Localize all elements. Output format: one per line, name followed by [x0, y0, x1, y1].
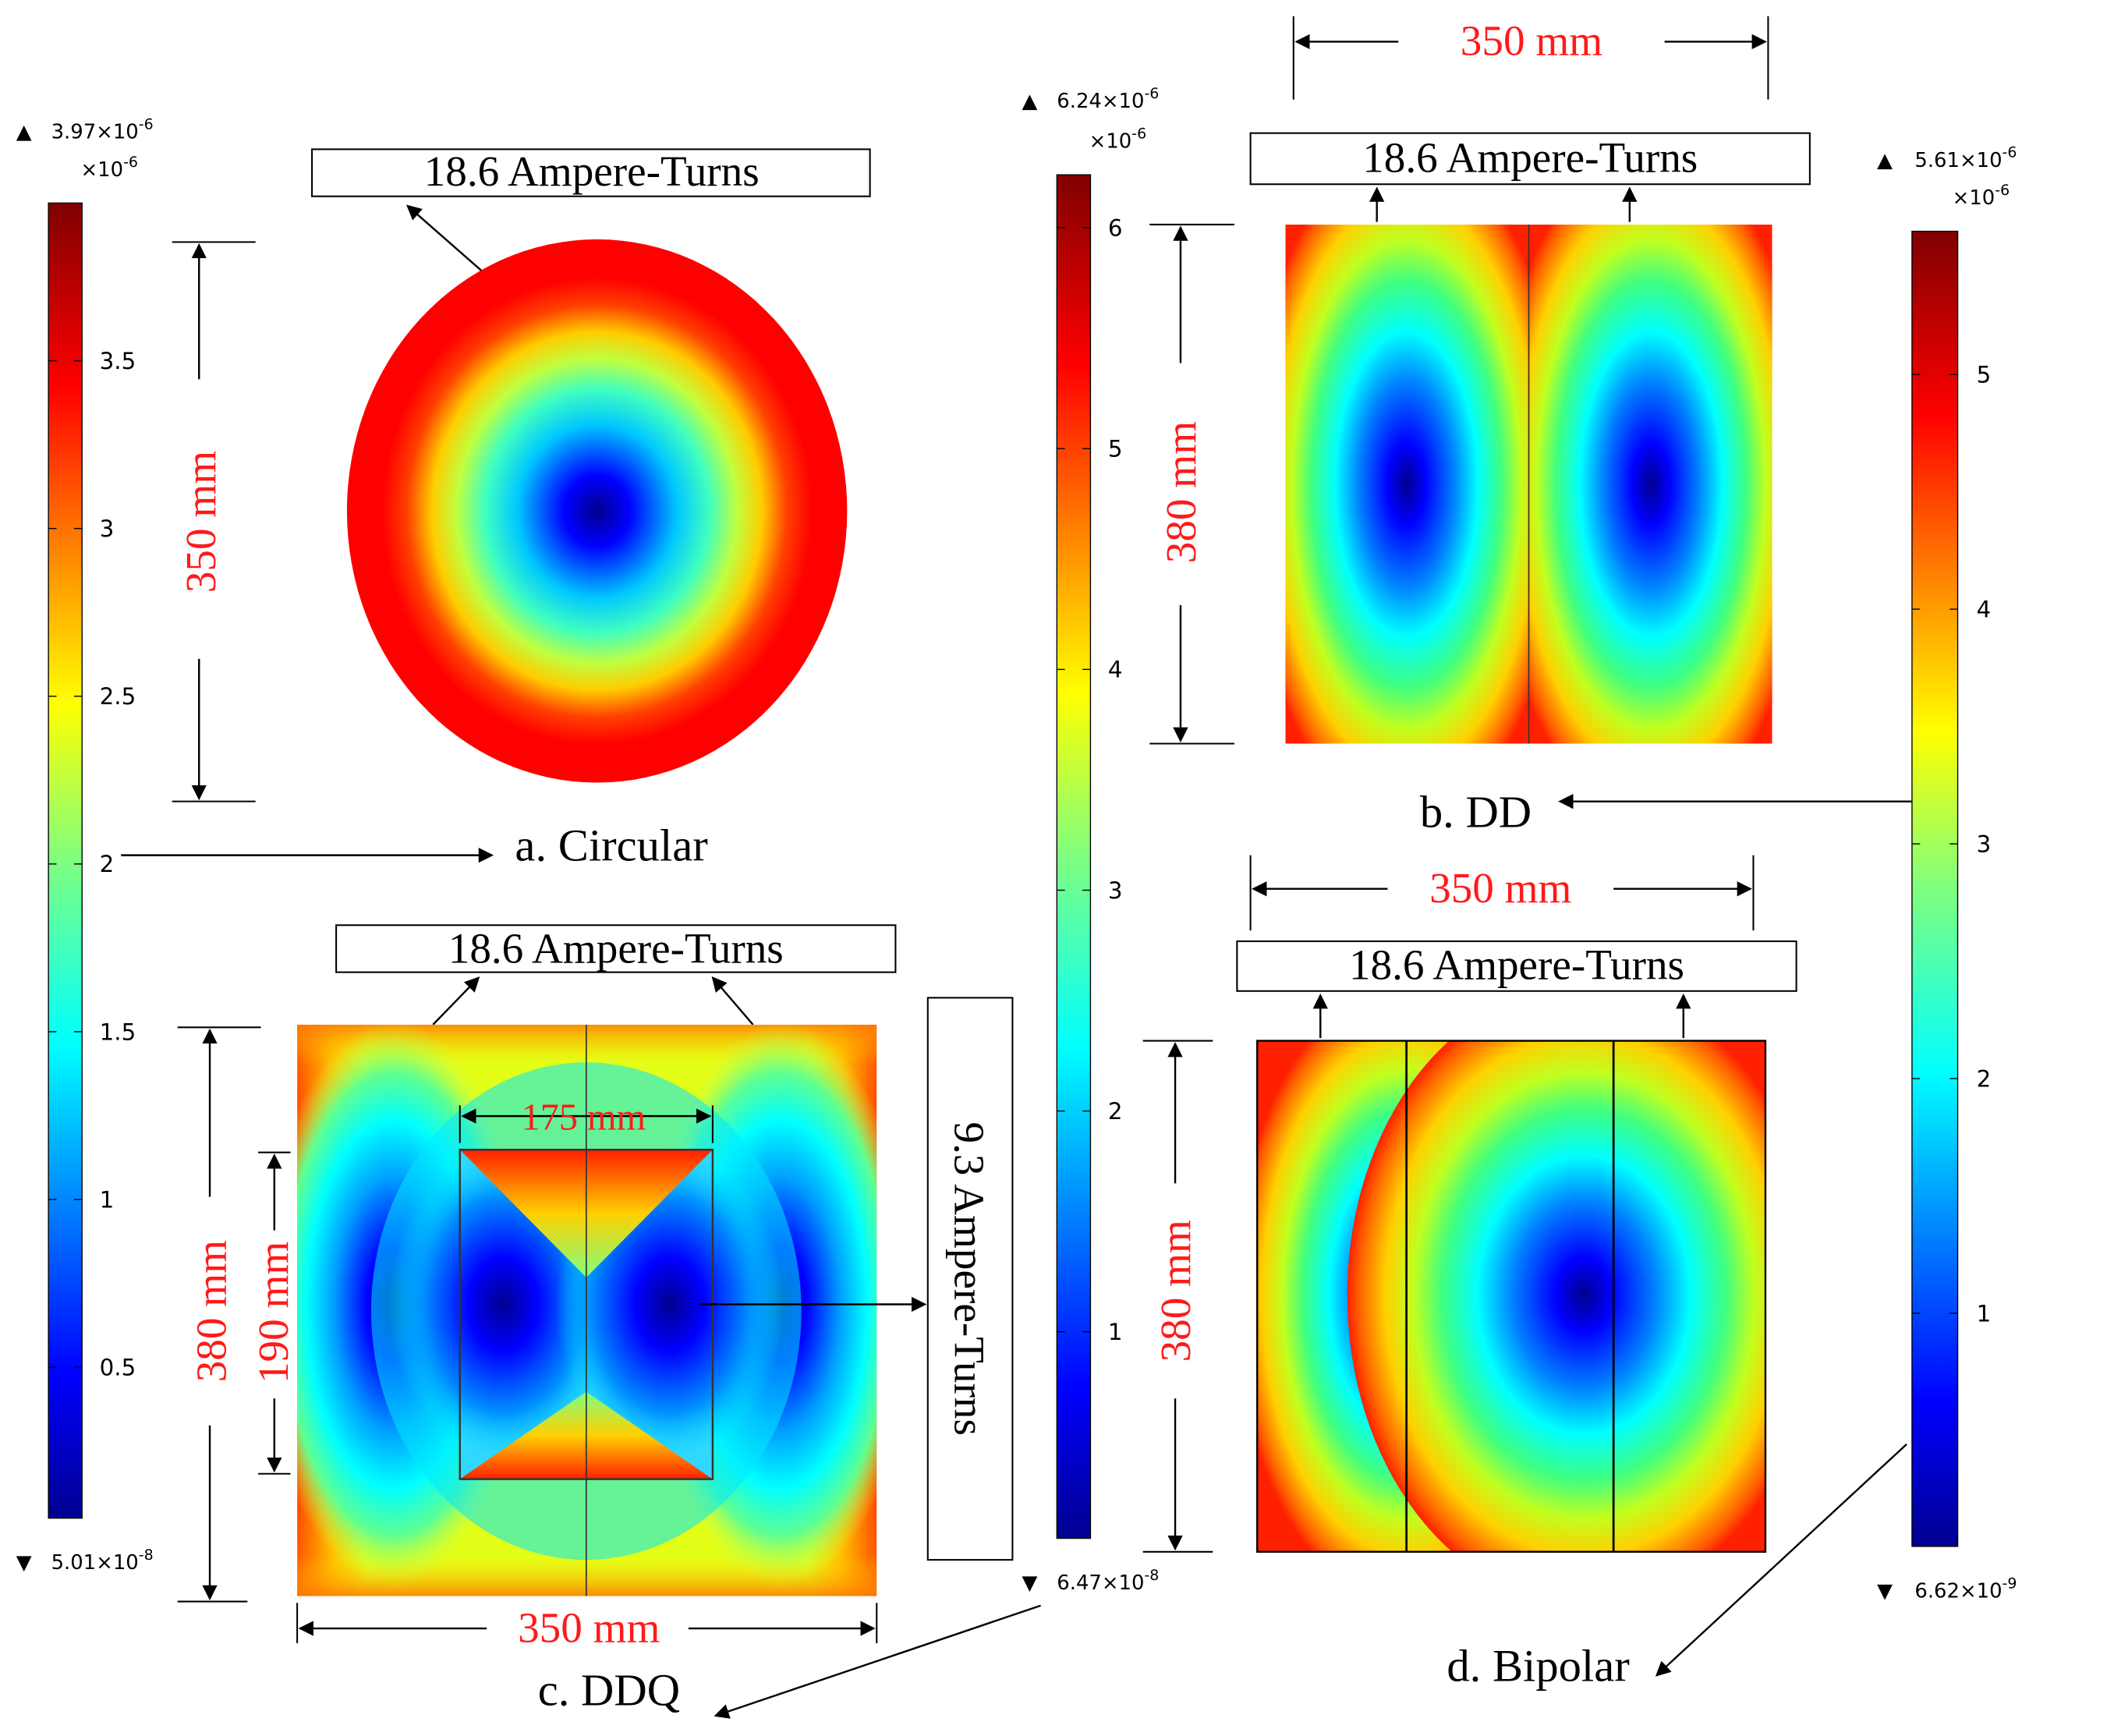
- dd-excitation-box: [1249, 132, 1811, 186]
- colorbar-2-min-marker: ▼: [1022, 1571, 1037, 1595]
- colorbar-1-max-label: 3.97×10-6: [51, 116, 154, 144]
- ddq-quad-excitation-box: [926, 997, 1014, 1561]
- panel-circular: 18.6 Ampere-Turns 350 mm a. Circular: [121, 147, 871, 871]
- bipolar-excitation-box: [1236, 940, 1797, 992]
- colorbar-3-max-label: 5.61×10-6: [1914, 144, 2017, 172]
- colorbar-3-min-marker: ▼: [1877, 1579, 1893, 1603]
- colorbar-2: ▲ 6.24×10-6 ×10-6 6 5 4 3 2 1 ▼ 6.47×10-8: [1022, 85, 1159, 1595]
- colorbar-2-max-marker: ▲: [1022, 90, 1037, 113]
- bipolar-caption: d. Bipolar: [1447, 1640, 1629, 1691]
- colorbar-1-min-marker: ▼: [16, 1551, 32, 1575]
- cb2-tick-label: 2: [1108, 1098, 1123, 1125]
- cb2-tick-label: 1: [1108, 1319, 1123, 1345]
- cb1-tick-label: 2: [100, 851, 115, 877]
- panel-dd: 350 mm 18.6 Ampere-Turns 380 mm b. DD: [1149, 16, 1912, 837]
- cb3-tick-label: 3: [1977, 831, 1992, 857]
- cb1-tick-label: 3: [100, 515, 115, 542]
- colorbar-3-ticks: 5 4 3 2 1: [1911, 361, 1992, 1327]
- ddq-dim-width: 350 mm: [518, 1603, 660, 1651]
- colorbar-3: ▲ 5.61×10-6 ×10-6 5 4 3 2 1 ▼ 6.62×10-9: [1877, 144, 2017, 1603]
- cb3-tick-label: 5: [1977, 361, 1992, 388]
- colorbar-2-multiplier: ×10-6: [1089, 126, 1146, 154]
- colorbar-1-multiplier: ×10-6: [81, 154, 138, 182]
- circular-coil-field: [346, 239, 848, 783]
- ddq-colorbar-pointer: [714, 1604, 1042, 1719]
- bipolar-coil-field: [1257, 1040, 1765, 1552]
- panel-bipolar: 350 mm 18.6 Ampere-Turns 380 mm d. Bipol…: [1142, 855, 1907, 1691]
- colorbar-1-max-marker: ▲: [16, 121, 32, 144]
- circular-dim-height: 350 mm: [177, 451, 225, 593]
- bipolar-dim-height: 380 mm: [1152, 1220, 1199, 1362]
- cb1-tick-label: 1.5: [100, 1019, 136, 1045]
- colorbar-3-min-label: 6.62×10-9: [1914, 1575, 2017, 1603]
- dd-caption: b. DD: [1420, 786, 1532, 837]
- colorbar-1-gradient: [48, 202, 83, 1519]
- ddq-dim-height: 380 mm: [188, 1240, 235, 1382]
- circular-excitation-label: 18.6 Ampere-Turns: [424, 147, 760, 195]
- dd-coil-left: [1285, 224, 1529, 744]
- dd-excitation-label: 18.6 Ampere-Turns: [1362, 134, 1698, 182]
- cb2-tick-label: 4: [1108, 657, 1123, 683]
- cb1-tick-label: 0.5: [100, 1354, 136, 1380]
- panel-ddq: 18.6 Ampere-Turns 175 mm 190 mm: [177, 924, 1042, 1719]
- colorbar-2-ticks: 6 5 4 3 2 1: [1057, 214, 1122, 1345]
- circular-caption: a. Circular: [515, 820, 707, 871]
- colorbar-2-gradient: [1056, 174, 1092, 1539]
- colorbar-1-ticks: 3.5 3 2.5 2 1.5 1 0.5: [48, 348, 136, 1380]
- colorbar-1-min-label: 5.01×10-8: [51, 1546, 154, 1575]
- cb3-tick-label: 4: [1977, 596, 1992, 622]
- bipolar-excitation-label: 18.6 Ampere-Turns: [1349, 941, 1684, 988]
- ddq-dim-inner-width: 175 mm: [522, 1097, 646, 1138]
- cb3-tick-label: 2: [1977, 1065, 1992, 1092]
- ddq-excitation-arrow-right: [711, 976, 754, 1026]
- cb2-tick-label: 6: [1108, 214, 1123, 241]
- cb2-tick-label: 5: [1108, 436, 1123, 462]
- ddq-caption: c. DDQ: [538, 1664, 680, 1715]
- dd-coil-right: [1528, 224, 1772, 744]
- ddq-excitation-arrow-left: [432, 976, 480, 1026]
- colorbar-2-min-label: 6.47×10-8: [1057, 1567, 1159, 1595]
- ddq-excitation-box: [335, 924, 897, 973]
- bipolar-colorbar-pointer: [1655, 1443, 1907, 1677]
- colorbar-2-max-label: 6.24×10-6: [1057, 85, 1159, 113]
- colorbar-3-gradient: [1911, 230, 1959, 1547]
- ddq-excitation-label: 18.6 Ampere-Turns: [448, 925, 784, 973]
- bipolar-dim-width: 350 mm: [1429, 864, 1571, 912]
- ddq-quad-excitation-label: 9.3 Ampere-Turns: [945, 1122, 993, 1436]
- cb3-tick-label: 1: [1977, 1300, 1992, 1327]
- dd-dim-width: 350 mm: [1461, 17, 1602, 65]
- cb1-tick-label: 3.5: [100, 348, 136, 374]
- cb1-tick-label: 1: [100, 1186, 115, 1213]
- colorbar-3-max-marker: ▲: [1877, 149, 1893, 172]
- cb2-tick-label: 3: [1108, 877, 1123, 904]
- dd-dim-height: 380 mm: [1157, 421, 1205, 563]
- cb1-tick-label: 2.5: [100, 683, 136, 710]
- circular-excitation-box: [311, 148, 871, 197]
- circular-excitation-arrow: [406, 204, 485, 274]
- ddq-dim-inner-height: 190 mm: [250, 1242, 297, 1383]
- bipolar-coil-outline: [1256, 1040, 1767, 1553]
- colorbar-3-multiplier: ×10-6: [1953, 182, 2010, 210]
- colorbar-1: ▲ 3.97×10-6 ×10-6 3.5 3 2.5 2 1.5 1 0.5 ▼ 5.01…: [16, 116, 154, 1575]
